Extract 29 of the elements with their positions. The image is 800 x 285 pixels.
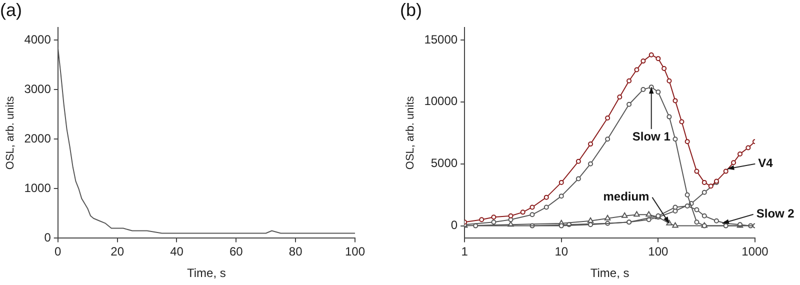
- y-tick-label: 0: [44, 230, 52, 245]
- x-axis-title: Time, s: [590, 266, 630, 280]
- y-tick-label: 5000: [430, 156, 458, 170]
- annotation: Slow 2: [756, 206, 795, 221]
- y-tick-label: 0: [450, 218, 458, 232]
- x-tick-label: 20: [110, 244, 124, 259]
- y-tick-label: 4000: [24, 32, 52, 46]
- x-tick-label: 0: [54, 244, 62, 259]
- chart-title: (b): [400, 0, 422, 20]
- y-axis-title: OSL, arb. units: [4, 96, 17, 170]
- y-tick-label: 2000: [24, 131, 52, 146]
- annotation: V4: [758, 156, 774, 170]
- y-tick-label: 1000: [24, 180, 52, 195]
- x-tick-label: 100: [648, 244, 669, 259]
- y-tick-label: 10000: [424, 94, 458, 108]
- x-tick-label: 60: [229, 244, 244, 259]
- y-axis-title: OSL, arb. units: [404, 96, 417, 170]
- x-tick-label: 10: [554, 244, 568, 259]
- y-tick-label: 3000: [24, 82, 52, 96]
- x-tick-label: 100: [344, 244, 366, 259]
- x-tick-label: 1: [461, 244, 468, 259]
- x-tick-label: 40: [170, 244, 184, 259]
- annotation: medium: [603, 190, 650, 204]
- x-tick-label: 1000: [742, 244, 769, 259]
- annotation: Slow 1: [632, 129, 671, 144]
- x-tick-label: 80: [288, 244, 303, 259]
- x-axis-title: Time, s: [187, 266, 226, 280]
- y-tick-label: 15000: [424, 32, 458, 46]
- chart-title: (a): [0, 0, 22, 20]
